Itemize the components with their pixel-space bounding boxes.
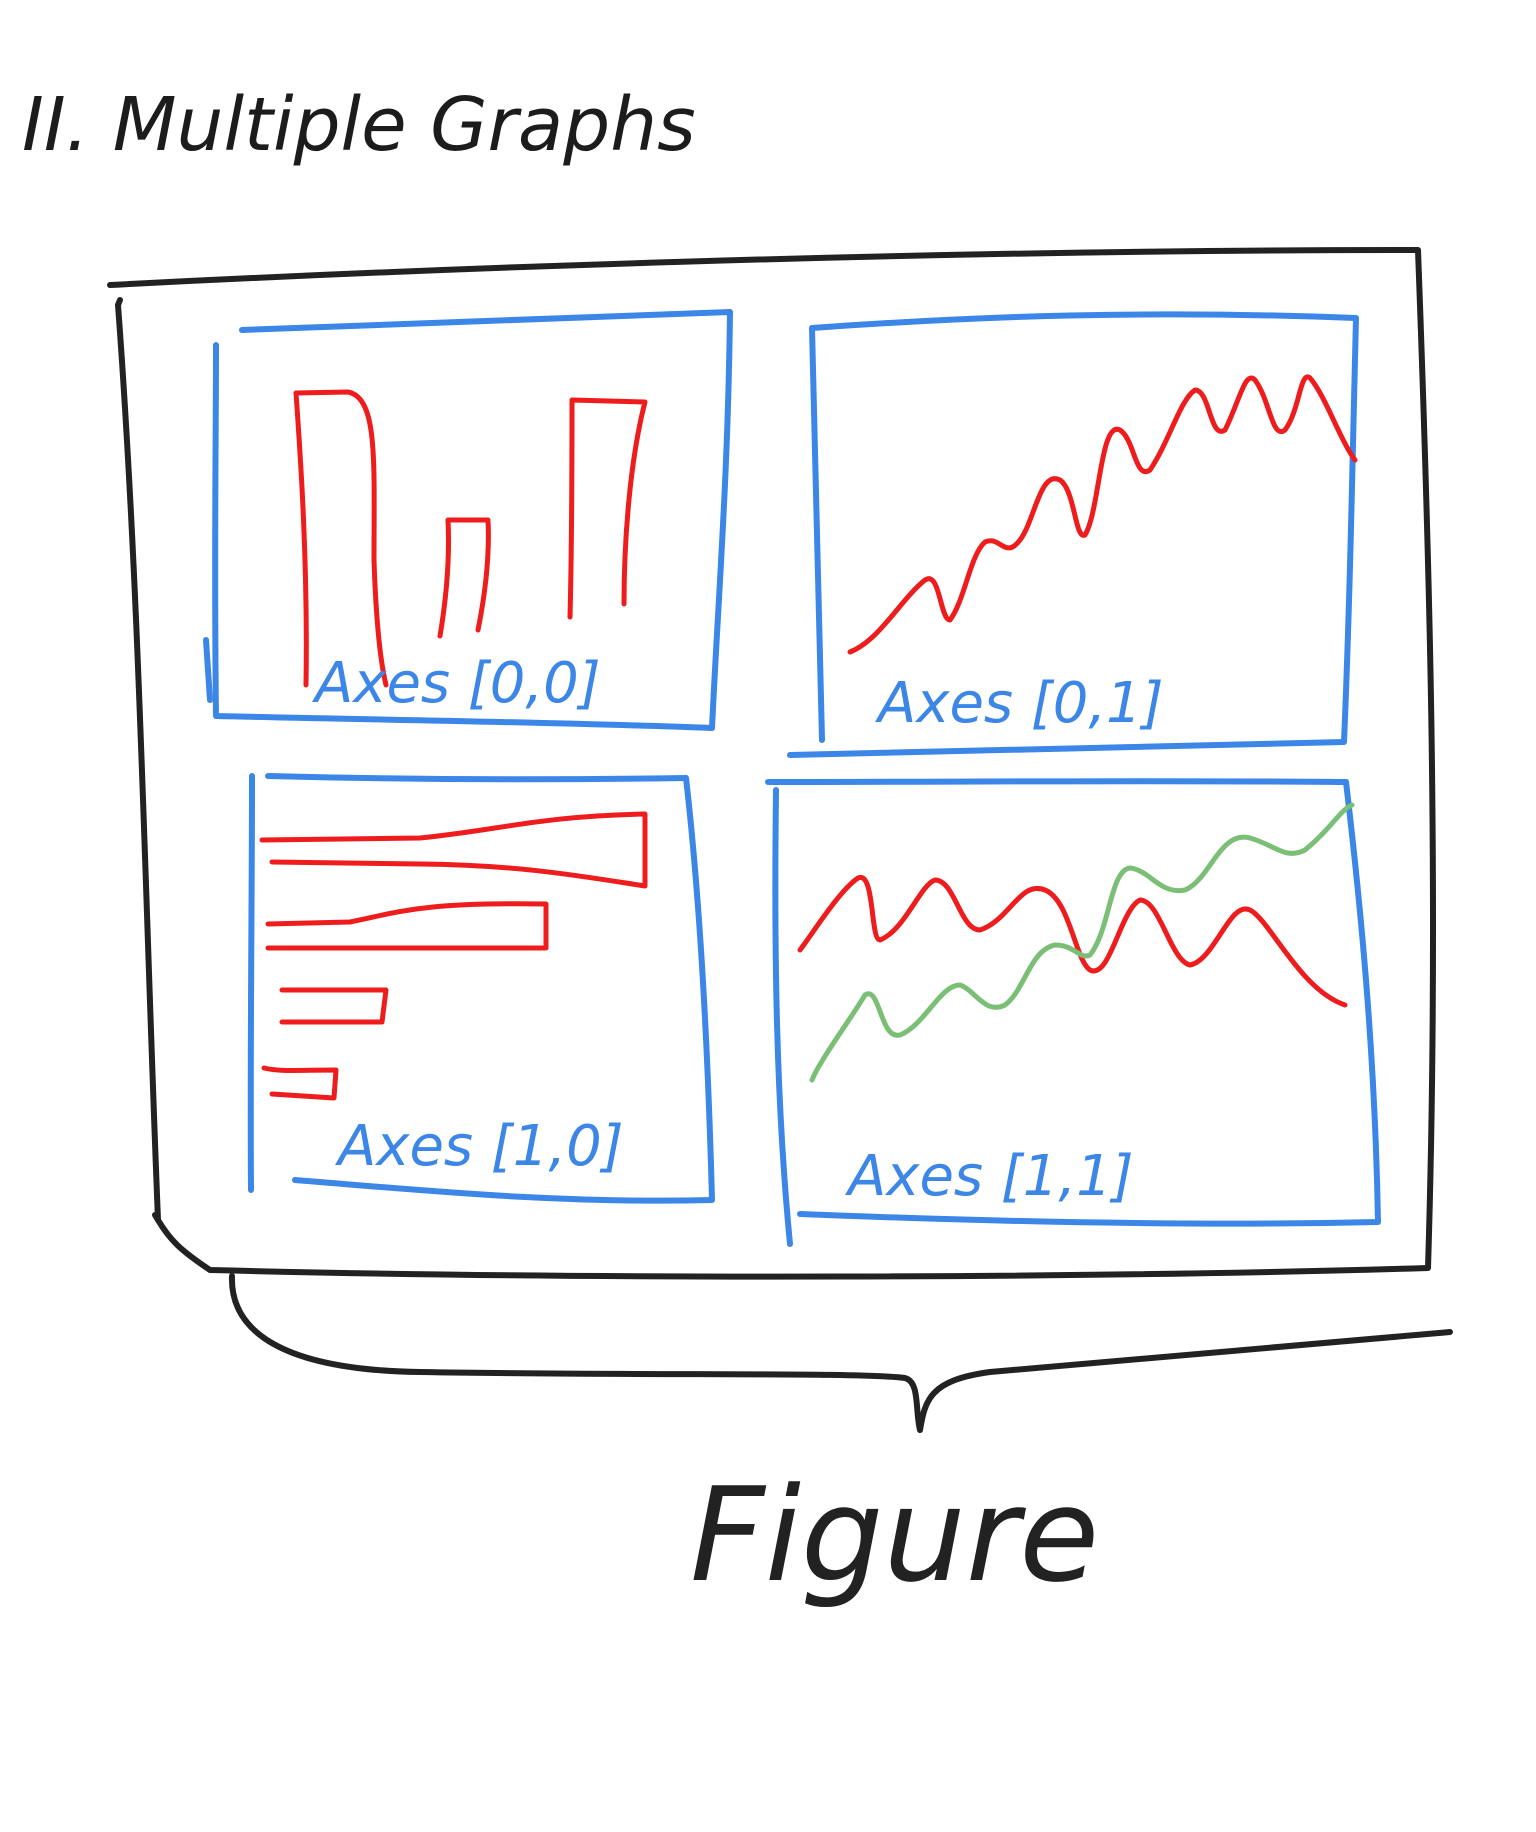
- line-mark: [847, 374, 1358, 655]
- axes-0-1: Axes [0,1]: [787, 311, 1359, 758]
- bar-mark: [293, 389, 389, 688]
- bar-mark: [567, 397, 648, 620]
- figure-label: Figure: [690, 1459, 1099, 1611]
- axes-1-0: Axes [1,0]: [247, 773, 715, 1204]
- bar-mark: [265, 901, 549, 951]
- axes-1-0-bars: [259, 811, 648, 1101]
- axes-1-1-label: Axes [1,1]: [845, 1144, 1134, 1209]
- axes-0-0-border: [212, 309, 733, 731]
- axes-0-1-label: Axes [0,1]: [875, 671, 1164, 736]
- bar-mark: [437, 517, 491, 639]
- diagram-title: II. Multiple Graphs: [22, 82, 696, 168]
- figure-brace: [228, 1273, 1453, 1433]
- axes-0-0: Axes [0,0]: [203, 309, 733, 731]
- figure-border: [107, 247, 1437, 1280]
- figure-border-corner: [115, 297, 161, 1223]
- axes-1-0-label: Axes [1,0]: [335, 1114, 624, 1179]
- bar-mark: [259, 811, 648, 889]
- line-mark: [809, 802, 1355, 1083]
- axes-1-1-border: [765, 778, 1381, 1247]
- axes-0-0-label: Axes [0,0]: [312, 651, 601, 716]
- axes-1-1-series: [797, 802, 1355, 1083]
- axes-0-0-border-tick: [203, 637, 213, 703]
- axes-0-0-bars: [293, 389, 648, 688]
- line-mark: [797, 875, 1348, 1008]
- axes-1-1: Axes [1,1]: [765, 778, 1381, 1247]
- bar-mark: [279, 987, 389, 1025]
- axes-0-1-series: [847, 374, 1358, 655]
- axes-1-0-border: [247, 773, 715, 1204]
- bar-mark: [261, 1065, 339, 1101]
- axes-0-1-border: [787, 311, 1359, 758]
